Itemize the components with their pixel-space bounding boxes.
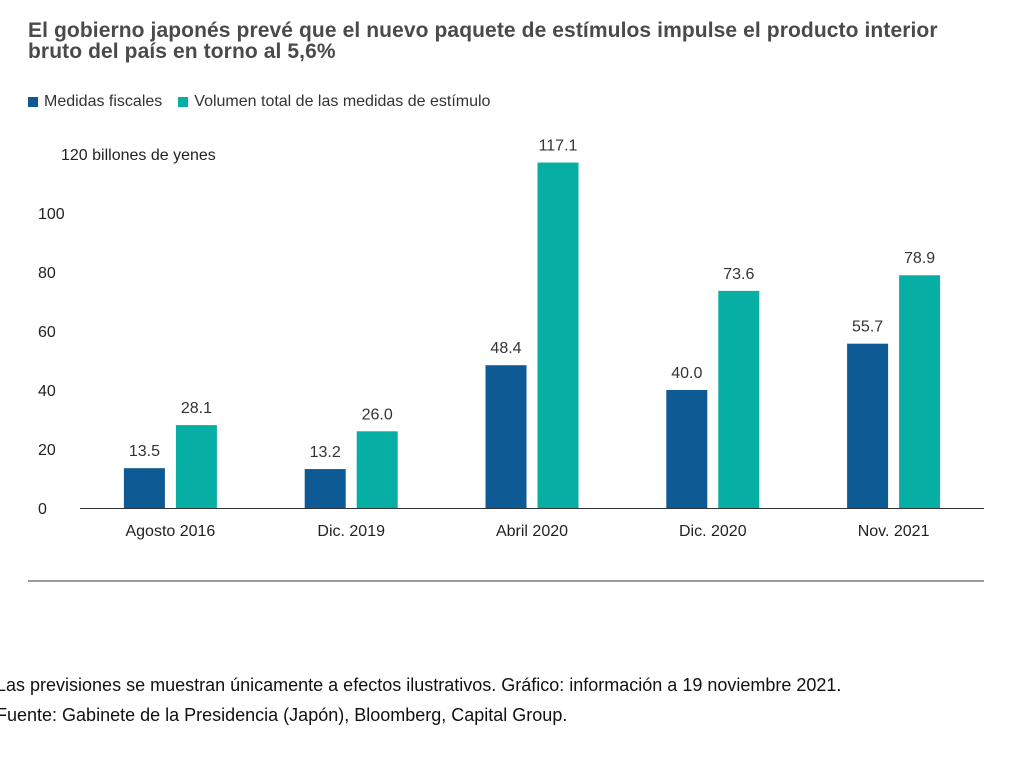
x-tick-label: Agosto 2016: [125, 523, 215, 540]
legend-swatch-fiscal: [28, 97, 38, 107]
data-label: 26.0: [362, 406, 393, 423]
y-tick-label: 60: [38, 324, 56, 341]
data-label: 13.2: [310, 444, 341, 461]
y-tick-label: 0: [38, 501, 47, 518]
footnote-disclaimer: Las previsiones se muestran únicamente a…: [0, 675, 842, 695]
y-tick-label: 80: [38, 265, 56, 282]
data-label: 40.0: [671, 365, 702, 382]
x-tick-label: Dic. 2019: [317, 523, 385, 540]
data-label: 48.4: [490, 340, 521, 357]
bar-fiscal: [485, 365, 527, 508]
bar-total: [356, 431, 398, 508]
data-label: 28.1: [181, 400, 212, 417]
bar-fiscal: [847, 343, 889, 508]
bar-total: [899, 275, 941, 508]
legend-item-fiscal: Medidas fiscales: [28, 93, 162, 111]
x-tick-label: Dic. 2020: [679, 523, 747, 540]
footnote-source: Fuente: Gabinete de la Presidencia (Japó…: [0, 705, 568, 725]
bar-total: [718, 290, 760, 508]
chart-title: El gobierno japonés prevé que el nuevo p…: [28, 19, 938, 63]
bar-chart: 120 billones de yenes 0 20 40 60 80 100 Agosto …: [28, 138, 984, 582]
y-tick-label: 100: [38, 206, 65, 223]
bar-fiscal: [666, 390, 708, 508]
bar-total: [537, 162, 579, 508]
x-tick-label: Nov. 2021: [858, 523, 930, 540]
y-tick-label: 40: [38, 383, 56, 400]
y-axis-label: 120 billones de yenes: [61, 147, 216, 164]
legend-item-total: Volumen total de las medidas de estímulo: [178, 93, 490, 111]
bar-fiscal: [123, 468, 165, 508]
data-label: 73.6: [723, 266, 754, 283]
data-label: 78.9: [904, 250, 935, 267]
x-tick-label: Abril 2020: [496, 523, 568, 540]
legend-label-total: Volumen total de las medidas de estímulo: [194, 93, 491, 110]
legend-label-fiscal: Medidas fiscales: [44, 93, 163, 110]
data-label: 55.7: [852, 319, 883, 336]
bar-fiscal: [304, 469, 346, 508]
bar-total: [175, 425, 217, 508]
chart-legend: Medidas fiscales Volumen total de las me…: [28, 93, 490, 111]
legend-swatch-total: [178, 97, 189, 107]
y-tick-label: 20: [38, 442, 56, 459]
data-label: 13.5: [129, 443, 160, 460]
data-label: 117.1: [539, 138, 578, 155]
